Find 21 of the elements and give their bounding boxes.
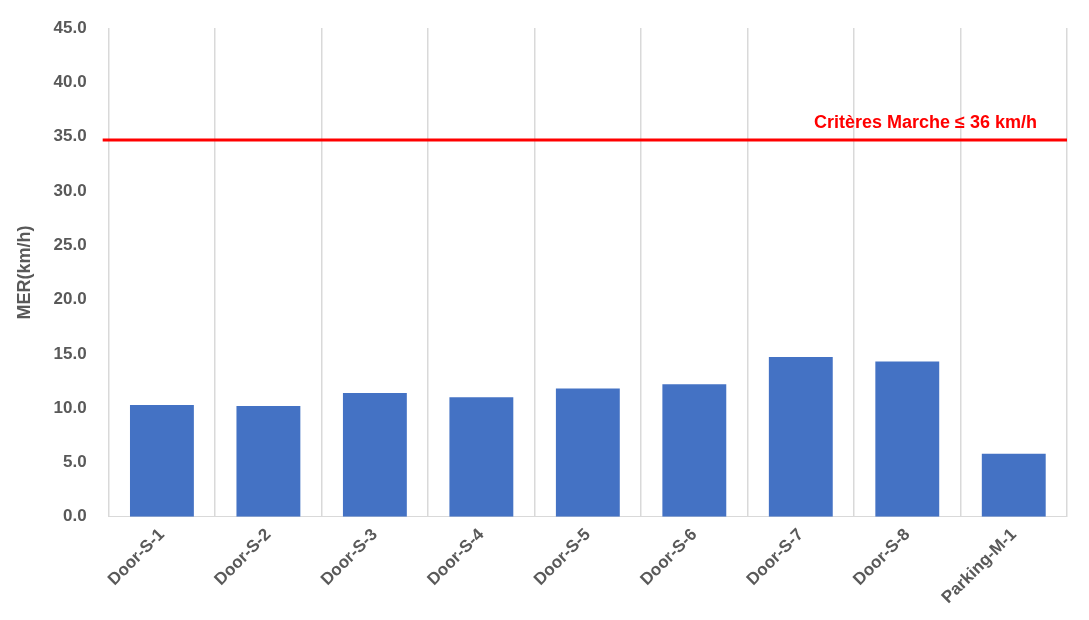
y-tick-label: 15.0 [53,343,87,363]
y-tick-label: 30.0 [53,180,87,200]
bar [449,397,514,517]
bar [768,357,833,517]
y-tick-label: 45.0 [53,17,87,37]
y-tick-label: 0.0 [63,506,87,526]
bar [129,404,194,517]
bar [875,361,940,517]
y-axis-title: MER(km/h) [13,225,34,320]
ref-line-label: Critères Marche ≤ 36 km/h [814,111,1037,132]
y-tick-label: 5.0 [63,452,87,472]
y-tick-label: 35.0 [53,126,87,146]
y-tick-label: 40.0 [53,72,87,91]
y-tick-label: 20.0 [53,289,87,309]
bar [662,384,727,517]
bar [981,453,1046,517]
bar [236,405,301,517]
bar [555,388,620,517]
bar [342,392,407,517]
y-tick-label: 10.0 [53,397,87,417]
y-tick-label: 25.0 [53,234,87,254]
